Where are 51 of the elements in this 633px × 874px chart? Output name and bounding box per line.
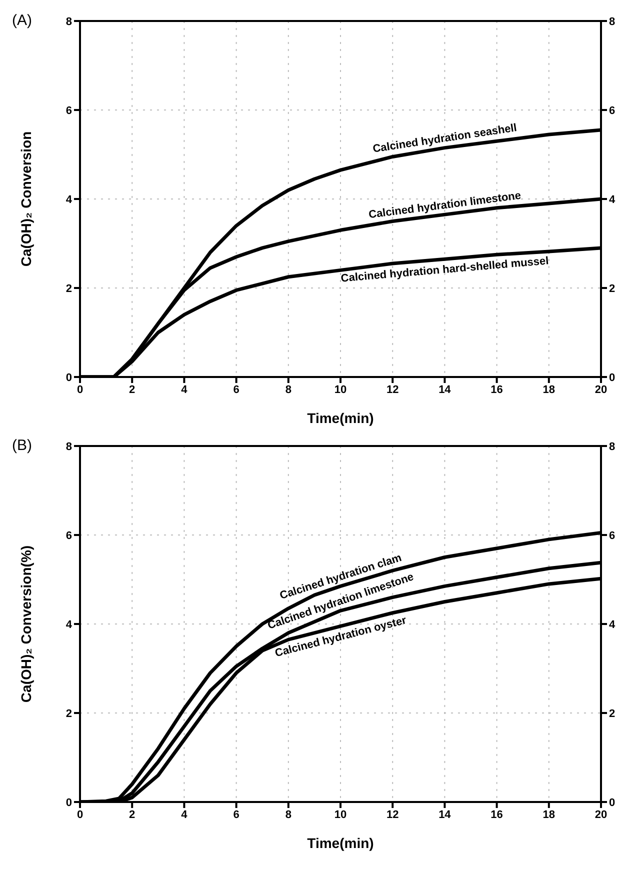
y2-tick-label: 0: [609, 372, 616, 384]
x-tick-label: 0: [76, 384, 84, 396]
y-tick-label: 6: [66, 104, 72, 117]
y-tick-label: 0: [66, 372, 72, 384]
x-tick-label: 0: [76, 808, 84, 821]
y-tick-label: 6: [66, 530, 72, 542]
y2-tick-label: 4: [609, 194, 616, 206]
chart-title: (B): [12, 437, 32, 454]
text: Calcined hydration limestone: [368, 190, 522, 222]
x-tick-label: 6: [233, 808, 240, 821]
x-tick-label: 20: [594, 808, 608, 821]
x-tick-label: 6: [233, 384, 240, 396]
y-tick-label: 2: [66, 708, 72, 720]
x-tick-label: 8: [285, 384, 292, 396]
x-tick-label: 2: [129, 384, 136, 396]
y2-tick-label: 8: [609, 440, 616, 453]
chart-title: (A): [12, 12, 32, 29]
x-tick-label: 14: [438, 808, 452, 821]
x-tick-label: 14: [438, 384, 452, 396]
x-tick-label: 12: [386, 384, 399, 396]
x-tick-label: 10: [334, 808, 347, 821]
x-tick-label: 18: [542, 384, 556, 396]
y-tick-label: 0: [66, 796, 72, 809]
y-tick-label: 2: [66, 282, 72, 295]
y2-tick-label: 2: [609, 282, 616, 295]
y-tick-label: 4: [66, 618, 73, 631]
y2-tick-label: 2: [609, 708, 616, 720]
y-tick-label: 8: [66, 16, 72, 28]
y-tick-label: 8: [66, 440, 72, 453]
x-tick-label: 12: [386, 808, 399, 821]
y2-tick-label: 8: [609, 16, 616, 28]
x-tick-label: 2: [129, 808, 136, 821]
y-axis-title: Ca(OH)₂ Conversion: [18, 131, 34, 267]
x-tick-label: 16: [490, 808, 503, 821]
x-axis-title: Time(min): [307, 410, 374, 426]
x-tick-label: 4: [181, 808, 188, 821]
y2-tick-label: 6: [609, 530, 616, 542]
x-tick-label: 10: [334, 384, 347, 396]
text: Calcined hydration seashell: [372, 122, 518, 156]
y-tick-label: 4: [66, 194, 73, 206]
x-tick-label: 20: [594, 384, 608, 396]
x-tick-label: 18: [542, 808, 556, 821]
y-axis-title: Ca(OH)₂ Conversion(%): [18, 545, 34, 703]
x-tick-label: 16: [490, 384, 503, 396]
series-label: Calcined hydration hard-shelled mussel: [340, 255, 550, 285]
y2-tick-label: 6: [609, 104, 616, 117]
x-tick-label: 8: [285, 808, 292, 821]
x-axis-title: Time(min): [307, 835, 374, 851]
y2-tick-label: 0: [609, 796, 616, 809]
y2-tick-label: 4: [609, 618, 616, 631]
x-tick-label: 4: [181, 384, 188, 396]
